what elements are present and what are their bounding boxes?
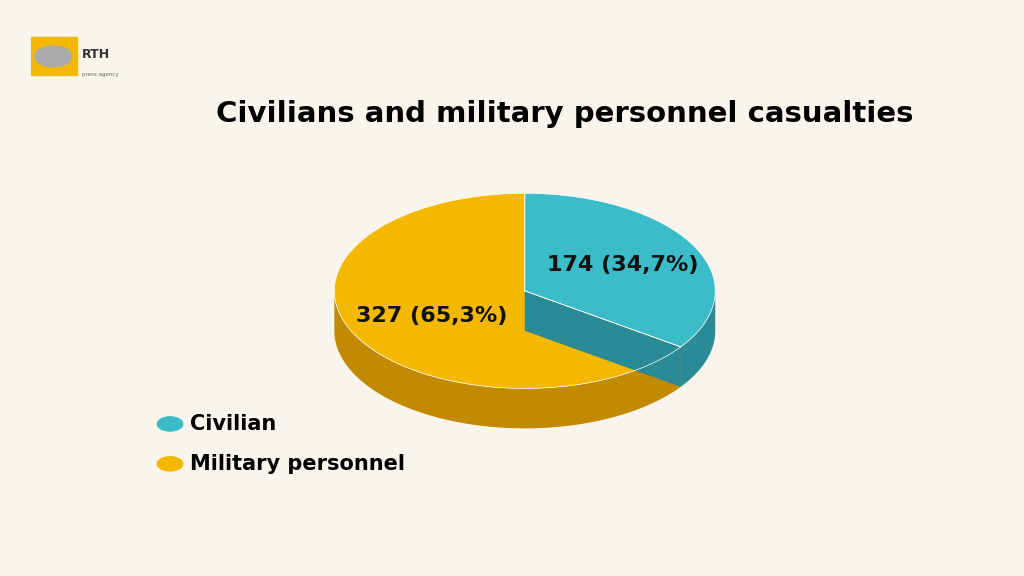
Polygon shape: [524, 194, 715, 347]
Polygon shape: [335, 291, 681, 429]
Text: RTH: RTH: [82, 48, 110, 61]
Circle shape: [158, 457, 182, 471]
Text: 174 (34,7%): 174 (34,7%): [547, 255, 698, 275]
Polygon shape: [524, 291, 681, 387]
Polygon shape: [524, 291, 681, 387]
Text: press agency: press agency: [82, 73, 119, 77]
Circle shape: [158, 417, 182, 431]
Circle shape: [35, 46, 72, 67]
Text: 327 (65,3%): 327 (65,3%): [356, 306, 508, 325]
Text: Military personnel: Military personnel: [189, 454, 404, 474]
Text: Civilian: Civilian: [189, 414, 276, 434]
Polygon shape: [335, 194, 681, 388]
Polygon shape: [681, 291, 715, 387]
Text: Civilians and military personnel casualties: Civilians and military personnel casualt…: [216, 100, 913, 128]
Bar: [31, 37, 77, 75]
